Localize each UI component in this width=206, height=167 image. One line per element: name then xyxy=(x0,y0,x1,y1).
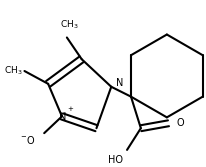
Text: HO: HO xyxy=(108,155,123,165)
Text: O: O xyxy=(176,118,183,128)
Text: CH$_3$: CH$_3$ xyxy=(4,65,22,77)
Text: CH$_3$: CH$_3$ xyxy=(59,18,78,31)
Text: $^{-}$O: $^{-}$O xyxy=(20,134,35,146)
Text: N: N xyxy=(116,78,123,88)
Text: +: + xyxy=(67,107,73,112)
Text: N: N xyxy=(59,112,66,122)
